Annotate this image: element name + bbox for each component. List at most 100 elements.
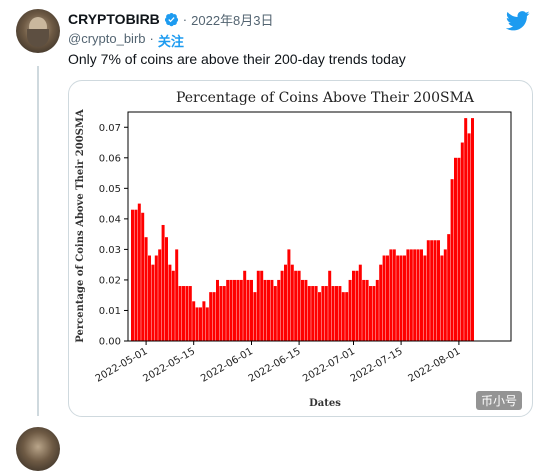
y-tick-label: 0.04 xyxy=(99,214,121,225)
x-tick-label: 2022-05-01 xyxy=(94,346,150,385)
bar xyxy=(413,249,417,341)
bar xyxy=(392,249,396,341)
bar xyxy=(454,157,457,341)
bar xyxy=(168,264,172,341)
bar xyxy=(471,118,474,342)
bar xyxy=(437,240,440,341)
twitter-bird-icon[interactable] xyxy=(506,11,530,31)
bar xyxy=(406,249,410,341)
bar xyxy=(192,301,196,341)
bar xyxy=(321,286,325,341)
bar xyxy=(222,286,226,341)
bar xyxy=(137,203,141,341)
display-name[interactable]: CRYPTOBIRB xyxy=(68,11,160,27)
y-tick-label: 0.06 xyxy=(99,153,121,164)
bar xyxy=(199,307,202,341)
plot-frame xyxy=(127,111,512,342)
avatar[interactable] xyxy=(16,9,60,53)
thread-connector-line xyxy=(37,66,39,416)
bar xyxy=(178,286,182,341)
y-tick-label: 0.00 xyxy=(99,337,121,348)
bar xyxy=(267,279,270,341)
bar xyxy=(277,279,281,341)
bar xyxy=(280,270,284,341)
bar xyxy=(134,209,138,341)
bar xyxy=(158,249,162,341)
bar xyxy=(396,255,400,341)
bar xyxy=(362,279,366,341)
bar xyxy=(382,255,386,341)
bar xyxy=(440,255,444,341)
bar xyxy=(304,279,308,341)
x-tick-label: 2022-07-01 xyxy=(301,346,357,385)
bar xyxy=(355,270,359,341)
x-axis-label: Dates xyxy=(309,398,341,409)
bar xyxy=(341,292,345,341)
author-row: CRYPTOBIRB · 2022年8月3日 xyxy=(68,10,274,28)
bar xyxy=(253,292,257,341)
x-tick-label: 2022-07-15 xyxy=(349,346,405,385)
tweet-text: Only 7% of coins are above their 200-day… xyxy=(68,51,406,67)
bar xyxy=(443,249,447,341)
x-tick-label: 2022-06-01 xyxy=(199,346,255,385)
bar xyxy=(433,240,437,341)
bar xyxy=(348,279,352,341)
bar xyxy=(324,286,328,341)
bar xyxy=(457,157,461,341)
verified-badge-icon xyxy=(164,12,178,26)
bar xyxy=(450,179,454,341)
y-axis-label: Percentage of Coins Above Their 200SMA xyxy=(75,109,86,343)
bar xyxy=(131,209,134,341)
bar xyxy=(236,279,240,341)
bar xyxy=(165,237,168,341)
y-tick-label: 0.01 xyxy=(99,306,121,317)
bar xyxy=(301,279,304,341)
bar xyxy=(175,249,179,341)
bar xyxy=(416,249,420,341)
bar xyxy=(426,240,430,341)
bar xyxy=(464,118,468,342)
bar xyxy=(250,279,253,341)
bar xyxy=(345,292,349,341)
bar xyxy=(284,264,287,341)
chart-title: Percentage of Coins Above Their 200SMA xyxy=(176,90,475,106)
bar xyxy=(379,264,383,341)
x-tick-label: 2022-06-15 xyxy=(247,346,303,385)
bar xyxy=(144,237,148,341)
bar xyxy=(331,286,335,341)
bar xyxy=(335,286,338,341)
bar xyxy=(185,286,189,341)
chart-image-card[interactable]: Percentage of Coins Above Their 200SMA 0… xyxy=(68,80,533,417)
bar xyxy=(460,142,464,341)
bar xyxy=(273,286,277,341)
bar xyxy=(263,279,267,341)
bar xyxy=(338,286,342,341)
x-tick-label: 2022-05-15 xyxy=(141,346,197,385)
bar xyxy=(229,279,233,341)
user-handle[interactable]: @crypto_birb xyxy=(68,31,146,46)
bar xyxy=(216,279,219,341)
bar xyxy=(161,224,165,341)
bar xyxy=(294,270,298,341)
bar xyxy=(297,270,301,341)
bar xyxy=(239,279,243,341)
y-tick-label: 0.02 xyxy=(99,275,121,286)
bar xyxy=(256,270,260,341)
bar xyxy=(399,255,403,341)
bar xyxy=(386,255,389,341)
bar xyxy=(195,307,199,341)
bar xyxy=(409,249,413,341)
bar xyxy=(243,270,247,341)
tweet-date[interactable]: 2022年8月3日 xyxy=(191,12,274,28)
bar xyxy=(369,286,372,341)
bar xyxy=(148,255,151,341)
bar xyxy=(202,301,206,341)
bar xyxy=(430,240,434,341)
separator-dot: · xyxy=(182,11,188,27)
follow-button[interactable]: 关注 xyxy=(157,34,184,49)
bar xyxy=(226,279,230,341)
bar xyxy=(205,307,209,341)
bar xyxy=(447,234,451,341)
bar xyxy=(233,279,236,341)
separator-dot: · xyxy=(149,31,154,46)
